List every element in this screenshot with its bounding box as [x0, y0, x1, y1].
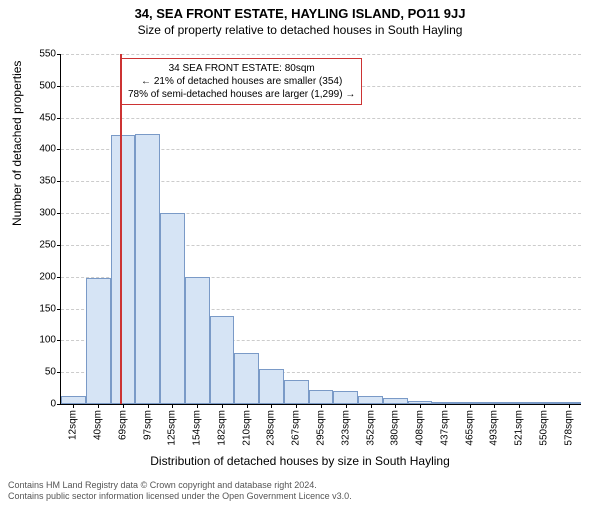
- histogram-bar: [309, 390, 334, 404]
- footer-line-1: Contains HM Land Registry data © Crown c…: [8, 480, 352, 491]
- y-tick-mark: [57, 54, 61, 55]
- x-tick-mark: [321, 404, 322, 408]
- x-tick-mark: [271, 404, 272, 408]
- y-tick-label: 200: [26, 271, 56, 282]
- y-tick-mark: [57, 277, 61, 278]
- x-tick-label: 238sqm: [266, 410, 277, 446]
- y-tick-label: 350: [26, 176, 56, 187]
- annotation-line: 34 SEA FRONT ESTATE: 80sqm: [128, 62, 355, 75]
- x-tick-mark: [519, 404, 520, 408]
- x-tick-label: 578sqm: [563, 410, 574, 446]
- x-tick-mark: [296, 404, 297, 408]
- x-tick-mark: [98, 404, 99, 408]
- y-tick-label: 450: [26, 112, 56, 123]
- x-tick-mark: [544, 404, 545, 408]
- y-tick-mark: [57, 372, 61, 373]
- x-axis-label: Distribution of detached houses by size …: [0, 454, 600, 468]
- histogram-bar: [234, 353, 259, 404]
- x-tick-label: 521sqm: [514, 410, 525, 446]
- x-tick-label: 210sqm: [241, 410, 252, 446]
- y-tick-label: 100: [26, 335, 56, 346]
- x-tick-label: 408sqm: [415, 410, 426, 446]
- x-tick-label: 182sqm: [216, 410, 227, 446]
- x-tick-mark: [346, 404, 347, 408]
- x-tick-label: 323sqm: [340, 410, 351, 446]
- x-tick-mark: [247, 404, 248, 408]
- y-tick-mark: [57, 118, 61, 119]
- x-tick-mark: [172, 404, 173, 408]
- histogram-bar: [210, 316, 235, 404]
- gridline: [61, 54, 581, 55]
- histogram-bar: [135, 134, 160, 404]
- x-tick-label: 437sqm: [439, 410, 450, 446]
- x-tick-label: 465sqm: [464, 410, 475, 446]
- y-tick-label: 0: [26, 399, 56, 410]
- histogram-bar: [86, 278, 111, 404]
- x-tick-label: 125sqm: [167, 410, 178, 446]
- chart-area: 12sqm40sqm69sqm97sqm125sqm154sqm182sqm21…: [60, 54, 580, 404]
- histogram-bar: [185, 277, 210, 404]
- y-tick-mark: [57, 86, 61, 87]
- x-tick-label: 154sqm: [192, 410, 203, 446]
- x-tick-label: 352sqm: [365, 410, 376, 446]
- histogram-bar: [358, 396, 383, 404]
- chart-title: 34, SEA FRONT ESTATE, HAYLING ISLAND, PO…: [0, 6, 600, 21]
- y-tick-mark: [57, 404, 61, 405]
- y-tick-mark: [57, 340, 61, 341]
- annotation-line: 78% of semi-detached houses are larger (…: [128, 88, 355, 101]
- gridline: [61, 118, 581, 119]
- x-tick-label: 550sqm: [538, 410, 549, 446]
- x-tick-mark: [470, 404, 471, 408]
- x-tick-mark: [569, 404, 570, 408]
- x-tick-label: 40sqm: [93, 410, 104, 440]
- footer-attribution: Contains HM Land Registry data © Crown c…: [8, 480, 352, 502]
- x-tick-mark: [222, 404, 223, 408]
- annotation-box: 34 SEA FRONT ESTATE: 80sqm← 21% of detac…: [121, 58, 362, 105]
- x-tick-mark: [197, 404, 198, 408]
- y-tick-mark: [57, 245, 61, 246]
- y-tick-mark: [57, 213, 61, 214]
- chart-subtitle: Size of property relative to detached ho…: [0, 23, 600, 37]
- histogram-bar: [61, 396, 86, 404]
- x-tick-label: 493sqm: [489, 410, 500, 446]
- x-tick-mark: [148, 404, 149, 408]
- histogram-bar: [111, 135, 136, 404]
- histogram-bar: [284, 380, 309, 404]
- y-tick-mark: [57, 149, 61, 150]
- histogram-bar: [333, 391, 358, 404]
- histogram-bar: [160, 213, 185, 404]
- x-tick-label: 267sqm: [291, 410, 302, 446]
- y-axis-label: Number of detached properties: [10, 61, 24, 226]
- plot-region: 12sqm40sqm69sqm97sqm125sqm154sqm182sqm21…: [60, 54, 581, 405]
- property-marker-line: [120, 54, 122, 404]
- y-tick-label: 400: [26, 144, 56, 155]
- x-tick-mark: [420, 404, 421, 408]
- x-tick-label: 380sqm: [390, 410, 401, 446]
- x-tick-label: 69sqm: [117, 410, 128, 440]
- y-tick-mark: [57, 181, 61, 182]
- x-tick-mark: [445, 404, 446, 408]
- y-tick-label: 250: [26, 239, 56, 250]
- x-tick-mark: [123, 404, 124, 408]
- y-tick-label: 500: [26, 80, 56, 91]
- x-tick-label: 97sqm: [142, 410, 153, 440]
- annotation-line: ← 21% of detached houses are smaller (35…: [128, 75, 355, 88]
- y-tick-label: 550: [26, 49, 56, 60]
- x-tick-label: 12sqm: [68, 410, 79, 440]
- y-tick-label: 150: [26, 303, 56, 314]
- x-tick-mark: [494, 404, 495, 408]
- footer-line-2: Contains public sector information licen…: [8, 491, 352, 502]
- x-tick-mark: [73, 404, 74, 408]
- y-tick-mark: [57, 309, 61, 310]
- histogram-bar: [259, 369, 284, 404]
- x-tick-mark: [371, 404, 372, 408]
- y-tick-label: 50: [26, 367, 56, 378]
- x-tick-mark: [395, 404, 396, 408]
- x-tick-label: 295sqm: [316, 410, 327, 446]
- y-tick-label: 300: [26, 208, 56, 219]
